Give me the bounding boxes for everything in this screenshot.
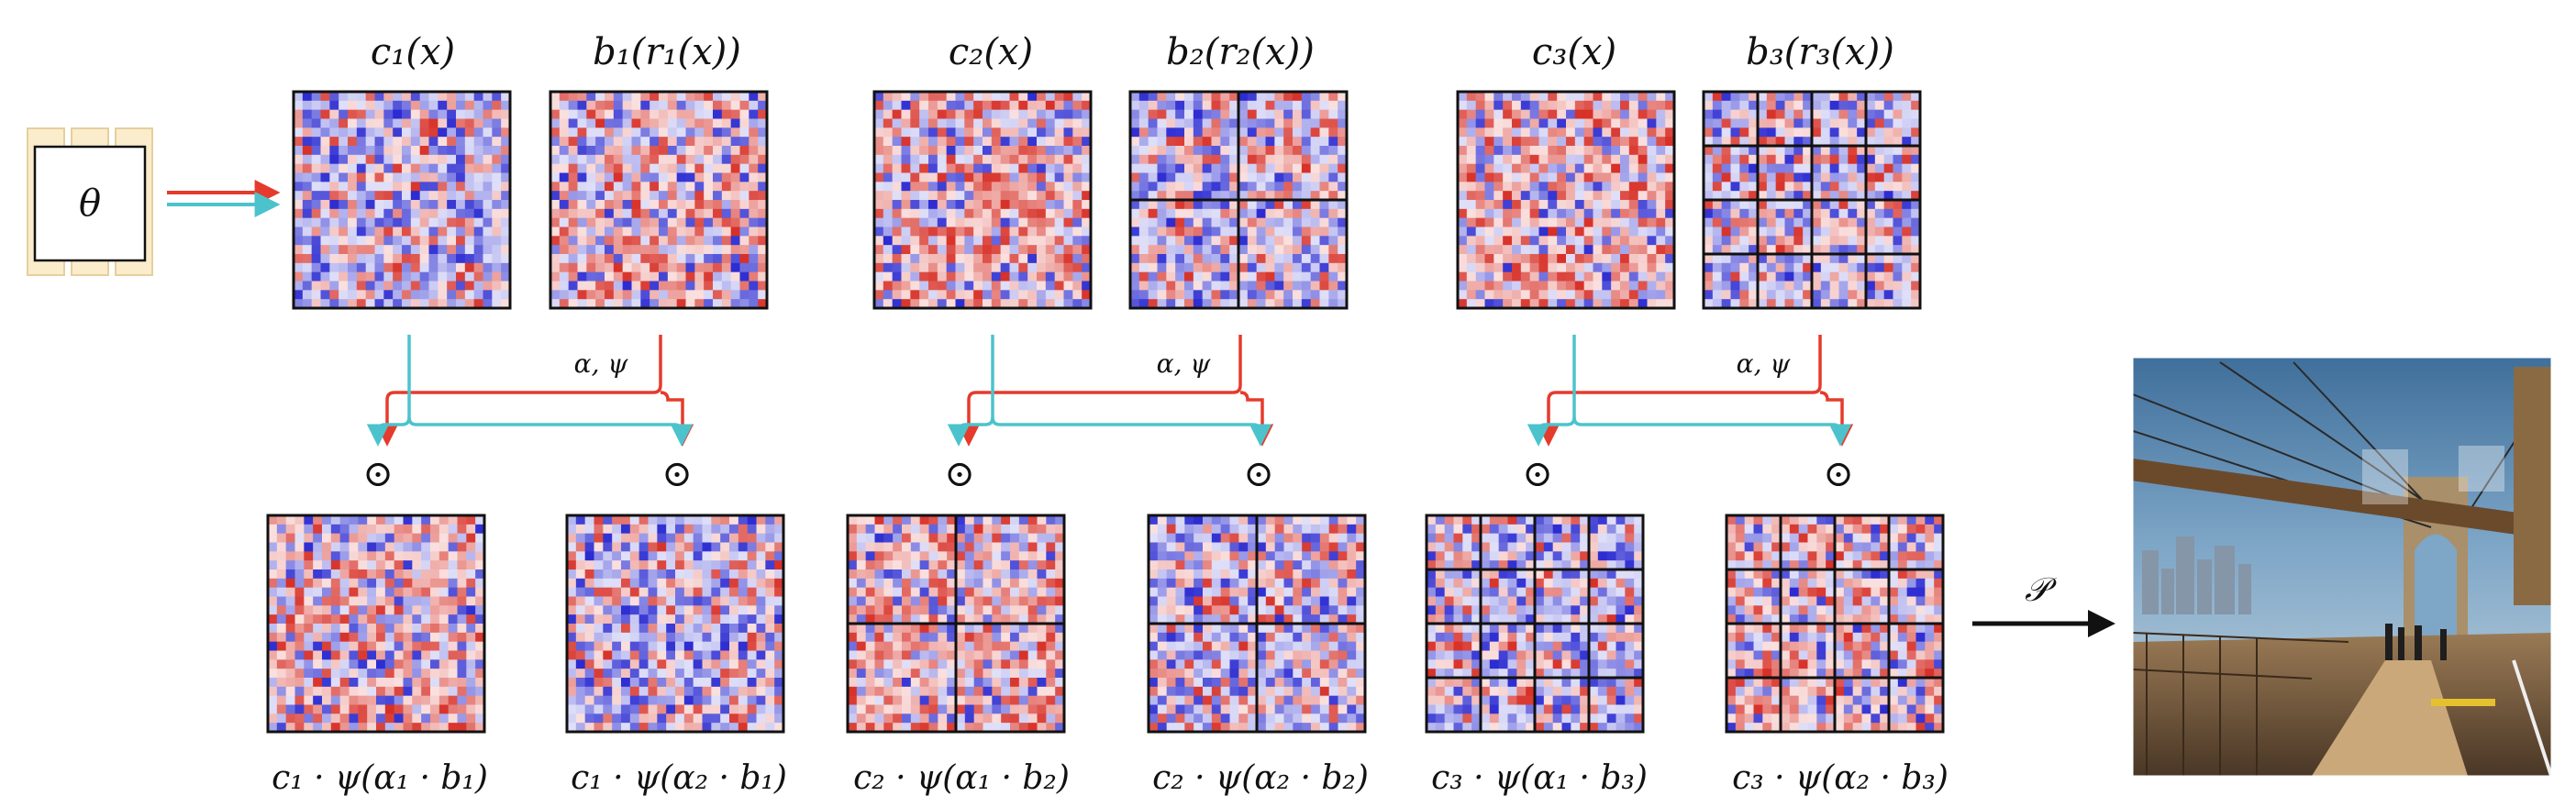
bottom-heatmap-5 [1725,514,1945,734]
bottom-heatmap-4 [1425,514,1645,734]
top-label-2: c₂(x) [949,31,1033,73]
bottom-heatmap-3 [1147,514,1367,734]
bottom-label-4: c₃ · ψ(α₁ · b₃) [1431,759,1648,797]
projection-label: 𝒫 [2025,571,2058,609]
bottom-heatmap-0 [266,514,486,734]
input-arrows [167,180,281,217]
top-heatmap-4 [1456,90,1676,310]
bottom-label-0: c₁ · ψ(α₁ · b₁) [272,759,488,797]
arrow-label-1: α, ψ [574,348,629,379]
bottom-grids [266,514,1945,734]
bottom-label-5: c₃ · ψ(α₂ · b₃) [1732,759,1949,797]
bottom-label-3: c₂ · ψ(α₂ · b₂) [1152,759,1369,797]
branch-arrows-2: α, ψ [947,335,1274,447]
top-heatmap-3 [1128,90,1349,310]
top-heatmap-2 [872,90,1093,310]
top-label-1: b₁(r₁(x)) [593,31,741,73]
operator-symbol-0: ⊙ [362,453,394,495]
top-label-4: c₃(x) [1532,31,1616,73]
bottom-heatmap-2 [846,514,1066,734]
branch-arrows-1: α, ψ [366,335,694,447]
operator-symbol-3: ⊙ [1243,453,1274,495]
top-label-5: b₃(r₃(x)) [1746,31,1894,73]
bottom-label-2: c₂ · ψ(α₁ · b₂) [853,759,1070,797]
top-heatmap-1 [549,90,769,310]
bottom-label-1: c₁ · ψ(α₂ · b₁) [571,759,787,797]
top-grids [292,90,1922,310]
projection-arrow: 𝒫 [1972,571,2115,637]
arrow-label-3: α, ψ [1737,348,1792,379]
operator-symbol-5: ⊙ [1823,453,1854,495]
operator-symbol-4: ⊙ [1522,453,1553,495]
bottom-heatmap-1 [565,514,785,734]
top-label-0: c₁(x) [371,31,455,73]
top-label-3: b₂(r₂(x)) [1166,31,1315,73]
operator-symbols: ⊙ ⊙ ⊙ ⊙ ⊙ ⊙ [362,453,1854,495]
output-photo [2132,357,2552,777]
top-heatmap-0 [292,90,512,310]
operator-symbol-2: ⊙ [944,453,975,495]
operator-symbol-1: ⊙ [661,453,693,495]
top-labels: c₁(x) b₁(r₁(x)) c₂(x) b₂(r₂(x)) c₃(x) b₃… [371,31,1894,73]
theta-block: θ [27,127,153,276]
top-heatmap-5 [1702,90,1922,310]
arrow-label-2: α, ψ [1157,348,1212,379]
theta-label: θ [79,182,101,225]
bottom-labels: c₁ · ψ(α₁ · b₁) c₁ · ψ(α₂ · b₁) c₂ · ψ(α… [272,759,1949,797]
branch-arrows-3: α, ψ [1527,335,1854,447]
